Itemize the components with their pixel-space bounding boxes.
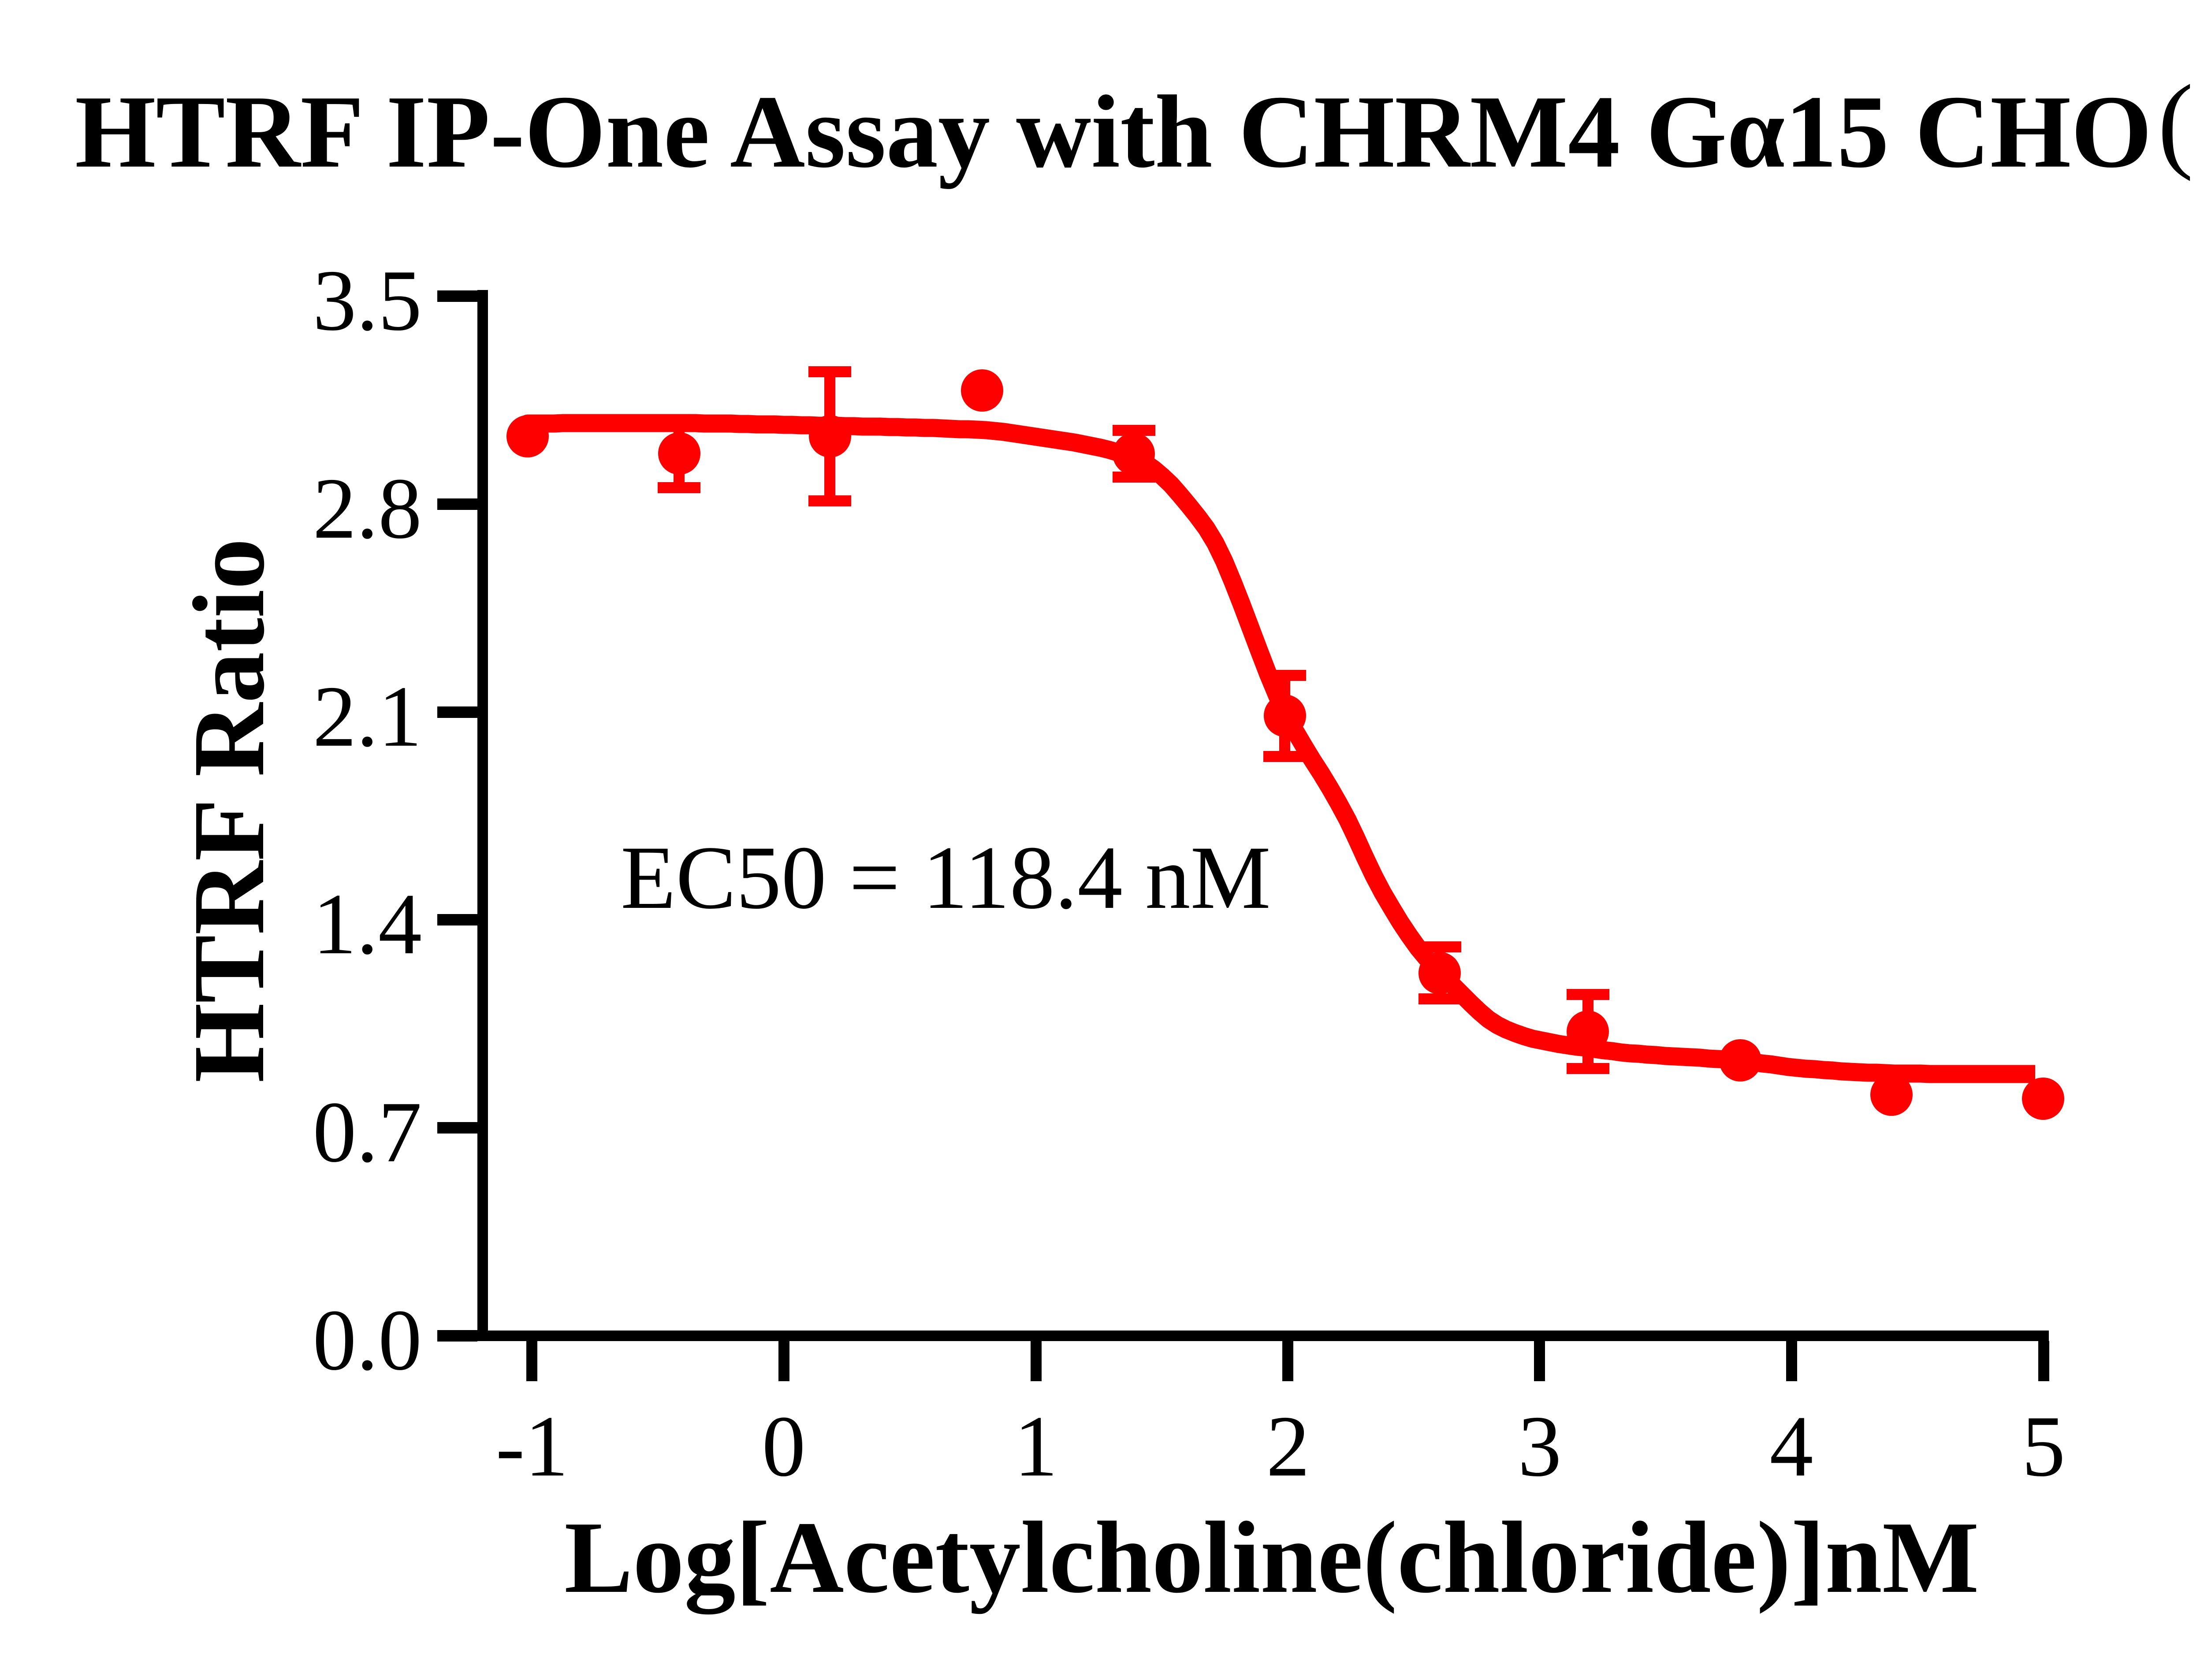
- svg-text:1: 1: [1014, 1398, 1058, 1494]
- svg-text:(: (: [2158, 63, 2193, 182]
- svg-text:2.8: 2.8: [313, 460, 422, 557]
- svg-text:EC50 = 118.4 nM: EC50 = 118.4 nM: [621, 828, 1271, 928]
- svg-text:2: 2: [1266, 1398, 1310, 1494]
- svg-text:5: 5: [2022, 1398, 2066, 1494]
- svg-text:3.5: 3.5: [313, 252, 422, 349]
- svg-text:0.7: 0.7: [313, 1084, 422, 1180]
- svg-text:2.1: 2.1: [313, 668, 422, 765]
- svg-text:4: 4: [1770, 1398, 1813, 1494]
- svg-text:3: 3: [1518, 1398, 1562, 1494]
- svg-text:HTRF IP-One Assay with CHRM4 G: HTRF IP-One Assay with CHRM4 Gα15 CHO: [75, 74, 2152, 190]
- svg-text:HTRF Ratio: HTRF Ratio: [172, 538, 286, 1082]
- svg-text:0.0: 0.0: [313, 1292, 422, 1388]
- svg-text:-1: -1: [496, 1398, 569, 1494]
- svg-text:1.4: 1.4: [313, 876, 422, 972]
- svg-text:0: 0: [762, 1398, 806, 1494]
- svg-text:Log[Acetylcholine(chloride)]nM: Log[Acetylcholine(chloride)]nM: [564, 1501, 1979, 1615]
